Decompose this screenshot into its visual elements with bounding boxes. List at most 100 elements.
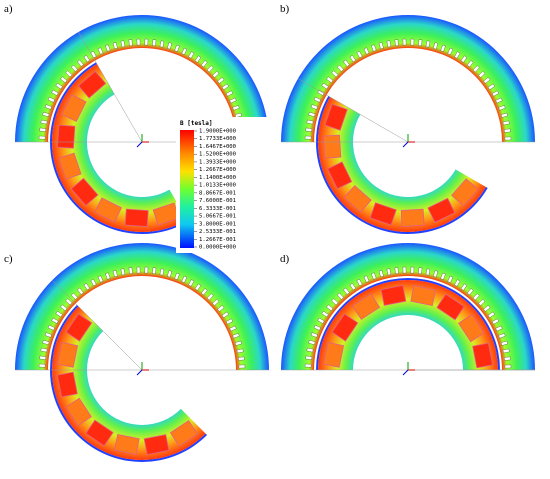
stator-slot — [212, 71, 220, 78]
stator-slot — [337, 292, 344, 300]
stator-slot — [188, 51, 195, 59]
stator-slot — [120, 40, 126, 48]
stator-slot — [500, 112, 508, 118]
stator-slot — [236, 348, 244, 354]
stator-slot — [313, 324, 321, 331]
stator-slot — [232, 105, 240, 111]
stator-slot — [152, 267, 157, 275]
magnet — [410, 285, 436, 307]
stator-slot — [308, 339, 316, 345]
magnet — [57, 124, 76, 149]
stator-slot — [304, 363, 312, 368]
legend-title: B [tesla] — [180, 120, 213, 127]
stator-slot — [498, 333, 506, 339]
panels — [15, 15, 535, 463]
stator-slot — [356, 50, 363, 59]
stator-slot — [363, 47, 370, 55]
stator-slot — [65, 70, 73, 78]
legend-label: 1.1400E+000 — [199, 175, 236, 181]
stator-slot — [144, 266, 149, 274]
magnet — [85, 419, 114, 447]
stator-slot — [440, 44, 446, 52]
stator-slot — [194, 283, 202, 291]
stator-slot — [305, 127, 313, 132]
stator-slot — [343, 59, 350, 67]
stator-slot — [460, 55, 468, 63]
stator-slot — [425, 268, 431, 276]
stator-slot — [454, 279, 461, 287]
panel — [15, 243, 269, 463]
legend-label: 1.5200E+000 — [199, 152, 236, 158]
legend-label: 6.3333E-001 — [199, 206, 236, 212]
stator — [281, 15, 535, 142]
stator-slot — [42, 111, 50, 117]
magnet — [114, 433, 140, 455]
stator-slot — [418, 39, 423, 47]
stator-slot — [378, 42, 384, 50]
stator-slot — [310, 332, 318, 338]
stator-slot — [386, 40, 392, 48]
stator-slot — [466, 288, 474, 296]
stator-slot — [152, 39, 157, 47]
magnet — [436, 293, 465, 321]
stator-slot — [40, 347, 48, 353]
stator-slot — [363, 275, 370, 283]
stator-slot — [304, 135, 312, 140]
stator-slot — [44, 332, 52, 338]
stator-slot — [326, 76, 334, 84]
stator-slot — [502, 348, 510, 354]
stator-slot — [433, 270, 439, 278]
stator-slot — [200, 288, 208, 296]
panel-label: a) — [4, 3, 13, 15]
stator-slot — [472, 293, 480, 301]
stator-slot — [120, 268, 126, 276]
stator-slot — [418, 267, 423, 275]
stator-slot — [317, 317, 325, 324]
panel-label: c) — [4, 253, 13, 265]
stator-slot — [491, 90, 500, 97]
stator-slot — [356, 278, 363, 287]
magnet — [169, 420, 199, 447]
stator-slot — [504, 136, 512, 141]
stator — [281, 243, 535, 370]
magnet — [458, 313, 485, 343]
magnet — [94, 197, 123, 223]
stator-slot — [310, 104, 318, 110]
magnet — [369, 202, 397, 226]
stator-slot — [234, 112, 242, 118]
stator-slot — [221, 311, 229, 318]
legend-label: 1.0133E+000 — [199, 183, 236, 189]
stator-slot — [466, 60, 474, 68]
stator-slot — [306, 119, 314, 125]
stator-slot — [39, 355, 47, 360]
magnet — [58, 152, 82, 180]
stator-slot — [83, 283, 90, 291]
stator-slot — [71, 292, 78, 300]
stator-slot — [326, 304, 334, 312]
stator-slot — [77, 59, 84, 67]
stator-slot — [38, 135, 46, 140]
stator-slot — [47, 96, 55, 103]
legend-label: 5.0667E-001 — [199, 214, 236, 220]
stator-slot — [217, 305, 225, 312]
stator-slot — [51, 317, 59, 324]
stator-slot — [483, 77, 491, 84]
legend-label: 1.3933E+000 — [199, 159, 236, 165]
stator-slot — [472, 65, 480, 73]
magnet — [70, 177, 99, 206]
stator-slot — [47, 324, 55, 331]
panel — [281, 243, 535, 376]
axis-z — [136, 141, 143, 148]
stator-slot — [174, 272, 180, 280]
legend-label: 0.0000E+000 — [199, 245, 236, 251]
stator-slot — [504, 128, 511, 133]
stator-slot — [234, 340, 242, 346]
stator-slot — [495, 97, 503, 104]
stator-slot — [136, 38, 141, 46]
magnet — [61, 94, 87, 123]
magnet — [427, 197, 456, 223]
stator-slot — [331, 70, 339, 78]
stator-slot — [349, 55, 356, 63]
stator-slot — [167, 270, 173, 278]
